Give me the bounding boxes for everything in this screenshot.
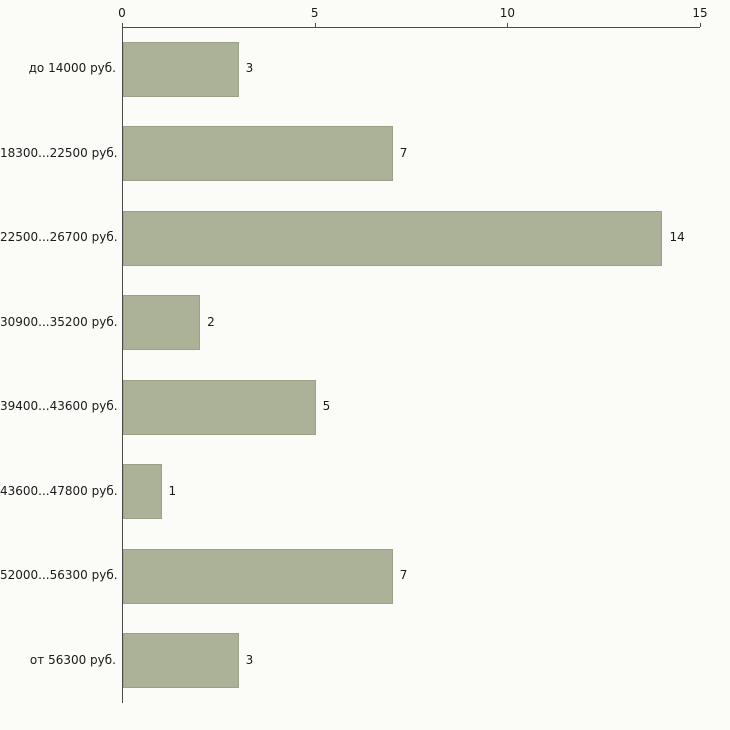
category-label: 39400...43600 руб. [0, 399, 118, 414]
category-label: от 56300 руб. [29, 652, 116, 667]
y-axis-line [122, 27, 123, 703]
x-tick-label: 5 [310, 6, 319, 20]
bar-value-label: 5 [322, 399, 331, 414]
bar-value-label: 14 [669, 230, 685, 245]
category-label: 52000...56300 руб. [0, 568, 118, 583]
category-label: 18300...22500 руб. [0, 145, 118, 160]
x-tick-mark [507, 23, 509, 27]
bar-value-label: 3 [245, 61, 254, 76]
bar [123, 379, 316, 435]
category-label: 22500...26700 руб. [0, 230, 118, 245]
x-tick-mark [314, 23, 316, 27]
x-axis-line [122, 27, 700, 28]
x-tick-mark [700, 23, 701, 27]
bar-value-label: 7 [399, 568, 408, 583]
bar-value-label: 7 [399, 145, 408, 160]
category-label: до 14000 руб. [28, 61, 116, 76]
category-label: 43600...47800 руб. [0, 483, 118, 498]
bar [123, 548, 393, 604]
category-label: 30900...35200 руб. [0, 314, 118, 329]
bar-value-label: 2 [207, 314, 215, 329]
bar-value-label: 3 [245, 652, 254, 667]
bar [123, 126, 393, 182]
bar [123, 295, 201, 351]
bar [123, 41, 239, 97]
bar-value-label: 1 [168, 483, 177, 498]
x-tick-label: 10 [499, 6, 515, 20]
bar [123, 210, 663, 266]
bar [123, 633, 239, 689]
x-tick-mark [122, 23, 123, 27]
x-tick-label: 15 [692, 6, 708, 20]
x-tick-label: 0 [118, 6, 126, 20]
bar [123, 464, 162, 520]
